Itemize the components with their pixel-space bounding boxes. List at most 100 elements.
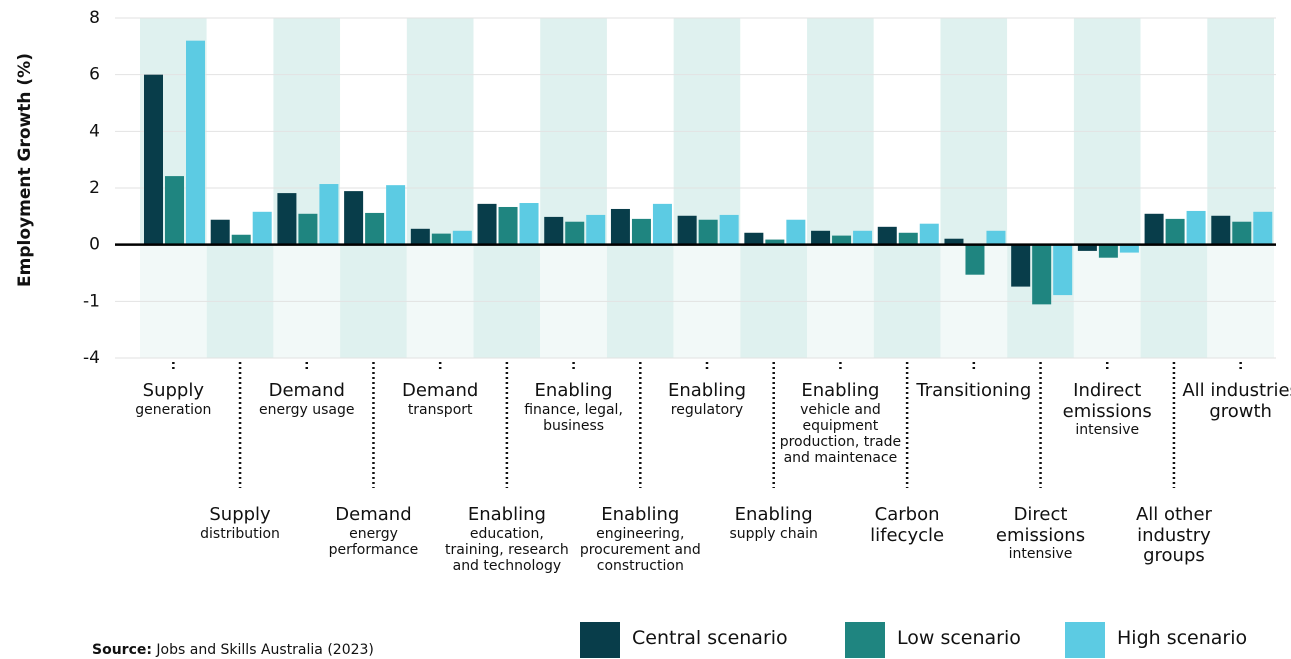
category-label: Enabling vehicle and equipment production… <box>778 380 902 466</box>
category-subtitle: regulatory <box>670 401 744 418</box>
bar <box>277 193 297 245</box>
legend-swatch <box>1065 622 1105 658</box>
category-label: All other industry groups <box>1112 504 1236 567</box>
bar <box>1053 244 1073 296</box>
bar <box>877 226 897 245</box>
category-name: Demand <box>402 380 479 401</box>
bar <box>544 216 564 245</box>
bar <box>144 74 163 245</box>
category-label: Enabling finance, legal, business <box>512 380 636 434</box>
category-label: Enabling supply chain <box>712 504 836 542</box>
bar <box>1011 244 1031 287</box>
legend-swatch <box>845 622 885 658</box>
bar <box>986 230 1006 245</box>
bar <box>1144 213 1164 245</box>
category-name: Direct emissions <box>995 504 1086 546</box>
category-label: Carbon lifecycle <box>845 504 969 546</box>
y-tick-label: -1 <box>83 291 100 311</box>
bar <box>365 212 385 245</box>
category-subtitle: education, training, research and techno… <box>445 525 569 574</box>
legend-swatch <box>580 622 620 658</box>
bar <box>944 238 964 245</box>
category-name: Enabling <box>534 380 613 401</box>
category-name: Enabling <box>734 504 813 525</box>
bar <box>586 214 606 245</box>
bar <box>965 244 985 275</box>
category-name: All other industry groups <box>1135 504 1212 567</box>
category-subtitle: vehicle and equipment production, trade … <box>779 401 902 466</box>
source-label: Source: <box>92 642 152 658</box>
bar <box>1211 215 1231 245</box>
bar <box>519 203 539 245</box>
category-label: Supply generation <box>111 380 235 418</box>
bar <box>1032 244 1052 305</box>
bar <box>298 213 318 245</box>
bar <box>565 221 585 245</box>
category-name: Supply <box>209 504 271 525</box>
category-subtitle: intensive <box>1075 422 1140 439</box>
bar <box>231 234 251 245</box>
category-label: Enabling engineering, procurement and con… <box>578 504 702 574</box>
y-tick-label: 0 <box>89 235 100 255</box>
category-name: Enabling <box>467 504 546 525</box>
category-name: Enabling <box>601 504 680 525</box>
bar <box>210 219 230 245</box>
bar <box>452 230 472 245</box>
bar <box>719 214 739 245</box>
category-name: Transitioning <box>916 380 1032 401</box>
category-subtitle: energy usage <box>259 401 355 418</box>
bar <box>1077 244 1097 251</box>
bar <box>252 211 272 245</box>
category-subtitle: distribution <box>200 525 280 542</box>
legend-label: High scenario <box>1117 627 1248 649</box>
bar <box>677 215 697 245</box>
category-name: Demand <box>268 380 345 401</box>
category-name: Indirect emissions <box>1062 380 1152 422</box>
category-name: Carbon lifecycle <box>870 504 945 546</box>
category-subtitle: transport <box>407 401 473 418</box>
bar <box>344 191 364 245</box>
bar <box>1186 210 1206 245</box>
legend-label: Low scenario <box>897 627 1021 649</box>
category-subtitle: generation <box>135 401 212 418</box>
legend-label: Central scenario <box>632 627 788 649</box>
bar <box>744 232 764 245</box>
category-label: Transitioning <box>912 380 1036 402</box>
category-subtitle: supply chain <box>729 525 818 542</box>
bar <box>765 239 785 245</box>
y-axis-label: Employment Growth (%) <box>15 53 35 287</box>
bar <box>832 235 852 245</box>
bar <box>186 40 205 245</box>
y-tick-label: 6 <box>89 65 100 85</box>
bar <box>410 228 430 245</box>
category-name: Supply <box>142 380 205 401</box>
bar <box>1253 211 1273 245</box>
y-tick-label: 8 <box>89 8 100 28</box>
category-label: Demand energy usage <box>245 380 369 418</box>
bar <box>698 219 718 245</box>
bar <box>652 203 672 245</box>
category-label: Direct emissions intensive <box>979 504 1103 563</box>
bar <box>898 232 918 245</box>
category-name: Enabling <box>801 380 880 401</box>
bar <box>386 185 406 245</box>
category-name: Demand <box>335 504 412 525</box>
y-tick-label: 2 <box>89 178 100 198</box>
category-label: Demand transport <box>378 380 502 418</box>
category-subtitle: intensive <box>1008 546 1073 563</box>
category-label: Indirect emissions intensive <box>1045 380 1169 439</box>
category-label: Supply distribution <box>178 504 302 542</box>
bar <box>1232 221 1252 245</box>
source-text: Jobs and Skills Australia (2023) <box>156 642 374 658</box>
category-name: Enabling <box>667 380 747 401</box>
bar <box>319 184 339 245</box>
bar <box>498 206 518 245</box>
bar <box>1165 218 1185 245</box>
category-subtitle: finance, legal, business <box>524 401 623 434</box>
y-tick-label: -4 <box>83 348 100 368</box>
category-label: All industries growth <box>1179 380 1291 422</box>
category-subtitle: energy performance <box>328 525 419 558</box>
category-label: Demand energy performance <box>311 504 435 558</box>
